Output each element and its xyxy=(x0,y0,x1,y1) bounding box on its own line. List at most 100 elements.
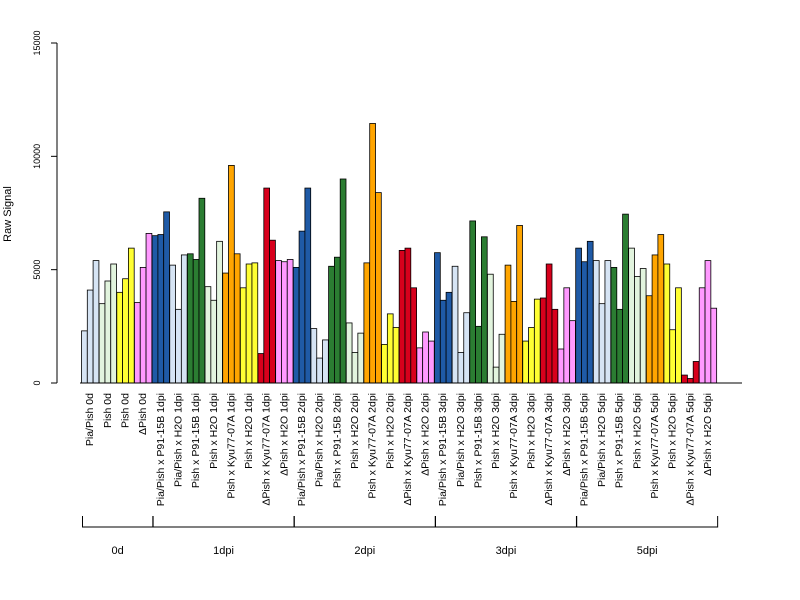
bar xyxy=(357,332,365,384)
bar xyxy=(487,273,494,384)
bar xyxy=(363,262,371,384)
bar xyxy=(681,374,688,384)
bar xyxy=(281,261,288,384)
bar xyxy=(316,357,323,384)
bar xyxy=(98,303,106,384)
bar xyxy=(545,263,553,384)
category-label: Pish 0d xyxy=(120,393,132,428)
bar xyxy=(516,225,523,384)
bar xyxy=(540,297,547,384)
bar xyxy=(563,287,571,384)
bar xyxy=(581,261,588,384)
bar xyxy=(504,264,512,384)
bar xyxy=(634,276,641,384)
bar xyxy=(439,299,447,384)
bar xyxy=(269,239,276,384)
category-label: Pia/Pish x P91-15B 3dpi xyxy=(437,393,449,506)
category-label: Pish 0d xyxy=(102,393,114,428)
bar xyxy=(292,266,300,384)
bar xyxy=(116,291,124,384)
bar xyxy=(533,298,541,384)
bar xyxy=(86,289,94,384)
bar xyxy=(322,339,329,384)
bar xyxy=(475,325,482,384)
group-brackets: 0d 1dpi 2dpi 3dpi 5dpi xyxy=(82,516,719,557)
bar xyxy=(192,259,200,384)
category-label: Pish x Kyu77-07A 5dpi xyxy=(649,393,661,499)
bar xyxy=(698,287,706,384)
bar xyxy=(410,287,417,384)
bar xyxy=(233,253,241,384)
bar xyxy=(645,295,653,384)
bar xyxy=(239,287,247,384)
bar xyxy=(110,263,117,384)
bar xyxy=(551,308,559,384)
bar xyxy=(651,254,659,384)
bar xyxy=(180,254,188,384)
bar xyxy=(463,312,470,384)
category-label: Pish x P91-15B 1dpi xyxy=(190,393,202,488)
bar xyxy=(639,268,647,384)
bar xyxy=(416,347,424,384)
bar xyxy=(169,264,176,384)
bar xyxy=(692,361,700,384)
category-label: Pish x H2O 2dpi xyxy=(384,393,396,469)
bar xyxy=(228,164,235,384)
category-label: Pish x Kyu77-07A 2dpi xyxy=(367,393,379,499)
bar xyxy=(710,307,718,384)
category-label: ΔPish x Kyu77-07A 3dpi xyxy=(543,393,555,506)
category-labels: Pia/Pish 0d Pish 0d Pish 0d ΔPish 0d Pia/Pis… xyxy=(84,393,714,506)
bar xyxy=(628,247,635,384)
bar xyxy=(575,247,582,384)
bar xyxy=(687,378,694,384)
category-label: Pia/Pish x H2O 5dpi xyxy=(596,393,608,487)
category-label: ΔPish x H2O 5dpi xyxy=(702,393,714,476)
y-axis-label: Raw Signal xyxy=(2,186,14,242)
category-label: Pia/Pish x P91-15B 5dpi xyxy=(578,393,590,506)
bar xyxy=(92,260,100,384)
category-label: Pish x H2O 5dpi xyxy=(667,393,679,469)
group-label: 3dpi xyxy=(496,545,517,557)
bar xyxy=(434,252,441,384)
group-bracket xyxy=(152,516,295,528)
bar xyxy=(263,187,270,384)
bar xyxy=(586,240,594,384)
bar xyxy=(151,235,159,384)
bar xyxy=(163,211,170,384)
category-label: Pia/Pish x H2O 3dpi xyxy=(455,393,467,487)
bar xyxy=(492,366,500,384)
bar xyxy=(333,256,341,384)
bar xyxy=(392,327,400,384)
category-label: Pish x H2O 1dpi xyxy=(208,393,220,469)
bar xyxy=(245,263,253,384)
category-label: ΔPish x Kyu77-07A 2dpi xyxy=(402,393,414,506)
bar xyxy=(286,259,294,384)
bar xyxy=(375,192,382,384)
category-label: Pia/Pish x H2O 2dpi xyxy=(314,393,326,487)
bar xyxy=(204,286,212,384)
bar xyxy=(298,230,306,384)
bar xyxy=(345,322,353,384)
bar xyxy=(145,232,153,384)
bar xyxy=(304,187,312,384)
y-tick-label: 0 xyxy=(32,380,42,385)
category-label: Pish x Kyu77-07A 1dpi xyxy=(225,393,237,499)
bar xyxy=(369,123,376,384)
y-tick-label: 15000 xyxy=(32,30,42,55)
category-label: ΔPish x H2O 3dpi xyxy=(561,393,573,476)
bar xyxy=(569,320,576,384)
bar xyxy=(310,328,318,384)
category-label: ΔPish x Kyu77-07A 5dpi xyxy=(684,393,696,506)
category-label: Pish x P91-15B 3dpi xyxy=(473,393,485,488)
category-label: Pish x H2O 2dpi xyxy=(349,393,361,469)
y-axis: 0 5000 10000 15000 xyxy=(32,30,58,386)
bar xyxy=(422,331,429,384)
bar xyxy=(175,308,182,384)
bar xyxy=(351,351,359,384)
group-bracket xyxy=(82,516,154,528)
bar xyxy=(210,299,218,384)
category-label: Pish x P91-15B 2dpi xyxy=(331,393,343,488)
category-label: Pish x P91-15B 5dpi xyxy=(614,393,626,488)
bar xyxy=(557,348,565,384)
